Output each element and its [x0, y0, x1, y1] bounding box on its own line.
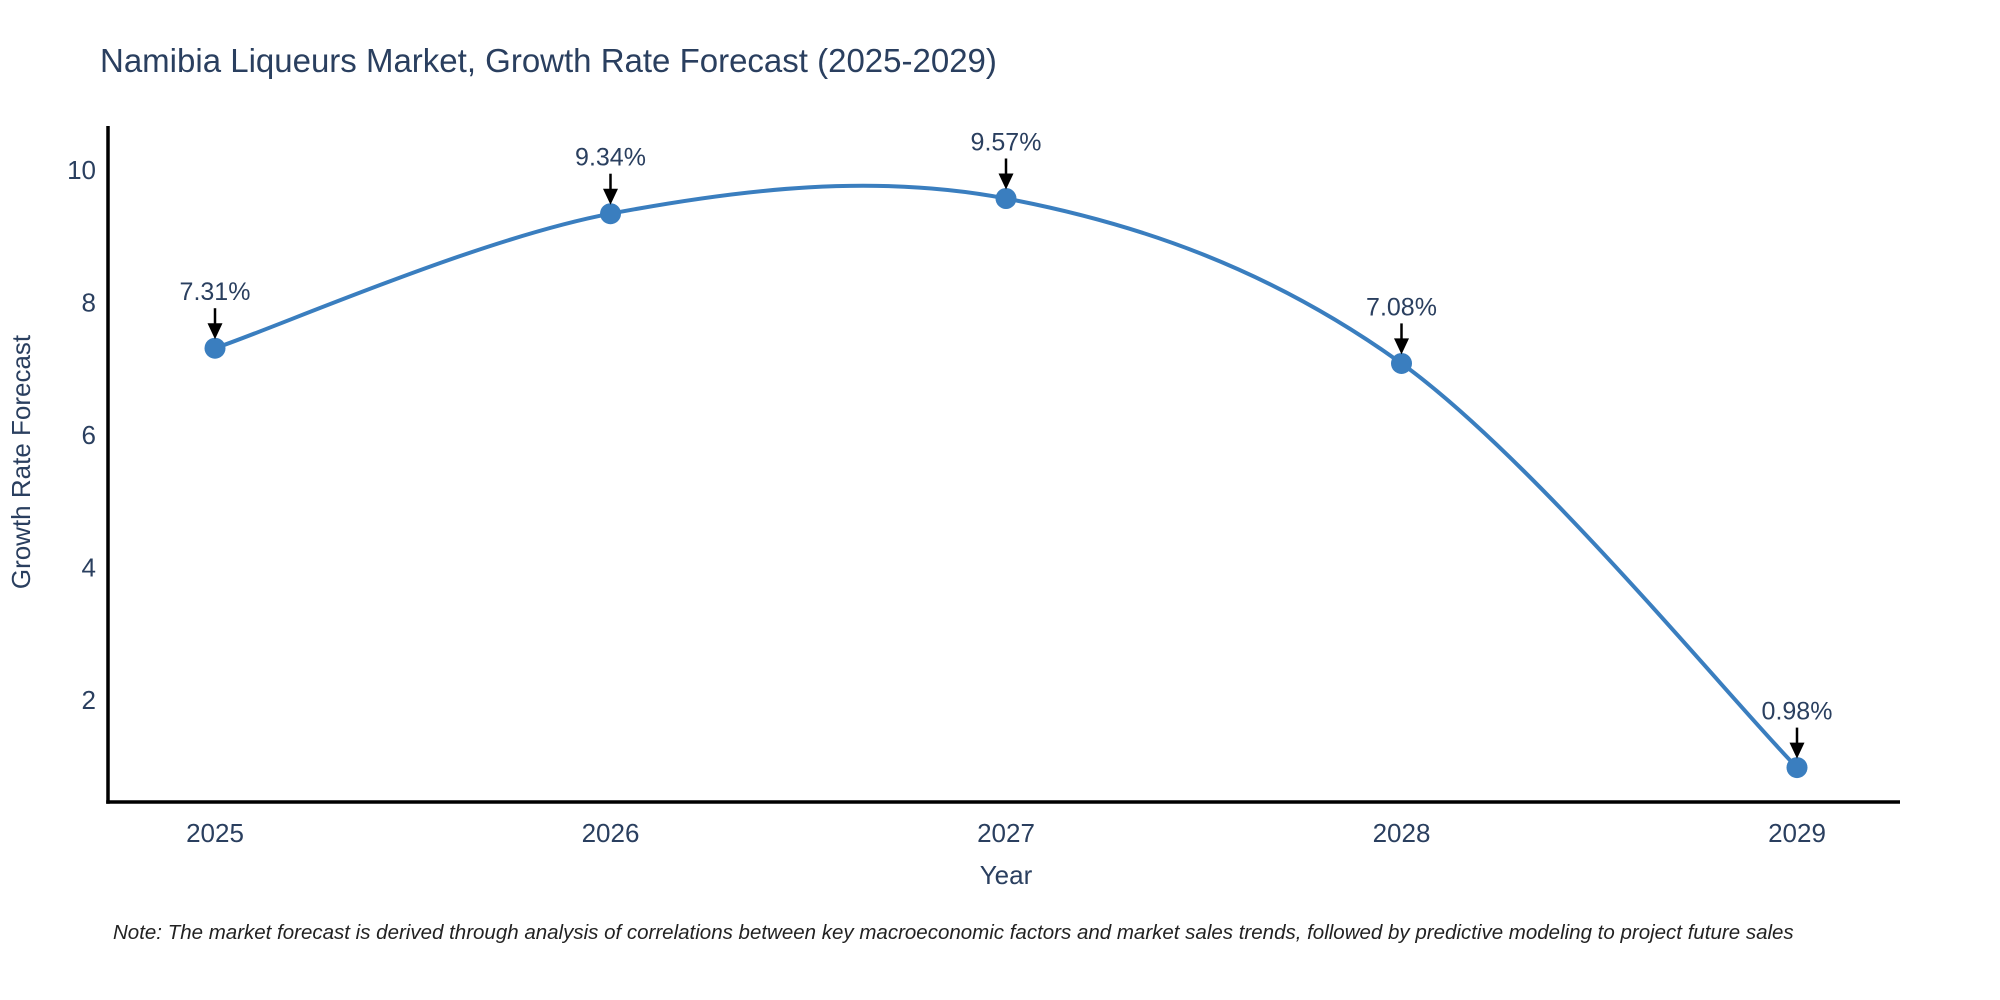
x-tick-label: 2029	[1768, 818, 1826, 848]
x-tick-label: 2026	[582, 818, 640, 848]
data-point-marker	[600, 203, 621, 225]
data-point-markers	[204, 187, 1808, 779]
x-axis-tick-labels: 2025 2026 2027 2028 2029	[186, 818, 1826, 848]
annotation-arrow-head	[207, 323, 223, 340]
point-annotation-label: 7.08%	[1366, 293, 1437, 321]
data-point-marker	[1786, 757, 1808, 779]
x-tick-label: 2027	[977, 818, 1035, 848]
annotation-arrow-head	[1394, 338, 1409, 355]
x-tick-label: 2028	[1373, 818, 1431, 848]
annotation-arrow-head	[1789, 742, 1805, 759]
y-axis-tick-labels: 2 4 6 8 10	[67, 155, 96, 715]
y-tick-label: 10	[67, 155, 96, 185]
y-tick-label: 6	[82, 420, 96, 450]
y-tick-label: 2	[82, 685, 96, 715]
data-point-marker	[1391, 352, 1412, 374]
annotation-arrow-head	[603, 188, 618, 205]
point-annotations: 7.31% 9.34% 9.57% 7.08% 0.98%	[180, 129, 1833, 759]
point-annotation-label: 9.34%	[575, 144, 646, 172]
x-tick-label: 2025	[186, 818, 244, 848]
trend-line	[213, 183, 1799, 770]
point-annotation-label: 9.57%	[971, 129, 1042, 157]
data-point-marker	[204, 337, 226, 359]
point-annotation-label: 7.31%	[180, 278, 251, 306]
y-tick-label: 4	[82, 553, 96, 583]
footnote: Note: The market forecast is derived thr…	[113, 921, 1794, 944]
data-point-marker	[995, 187, 1017, 209]
x-axis-title: Year	[980, 860, 1033, 890]
y-axis-title: Growth Rate Forecast	[6, 334, 36, 589]
y-tick-label: 8	[82, 288, 96, 318]
chart-title: Namibia Liqueurs Market, Growth Rate For…	[100, 42, 997, 79]
annotation-arrow-head	[998, 173, 1014, 190]
point-annotation-label: 0.98%	[1762, 698, 1833, 726]
